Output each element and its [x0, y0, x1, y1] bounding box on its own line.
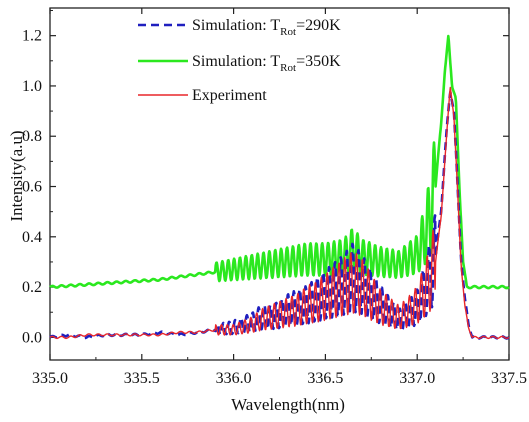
y-tick-label: 0.6 [22, 179, 42, 196]
legend-label-1: Simulation: TRot=350K [192, 53, 341, 74]
y-axis-label: Intensity(a.u) [7, 130, 26, 221]
legend-label-subscript: Rot [280, 62, 296, 74]
legend-label-suffix: =350K [296, 53, 341, 70]
y-tick-label: 1.2 [22, 28, 42, 45]
x-tick-label: 335.0 [32, 370, 68, 387]
x-tick-label: 337.0 [399, 370, 435, 387]
legend-label-0: Simulation: TRot=290K [192, 17, 341, 38]
legend-label-prefix: Simulation: T [192, 17, 280, 34]
y-tick-label: 0.2 [22, 279, 42, 296]
x-axis-label: Wavelength(nm) [231, 395, 345, 414]
y-tick-label: 0.0 [22, 329, 42, 346]
legend-label-prefix: Simulation: T [192, 53, 280, 70]
x-tick-label: 335.5 [124, 370, 160, 387]
x-tick-label: 337.5 [491, 370, 527, 387]
legend-label-suffix: =290K [296, 17, 341, 34]
x-tick-label: 336.5 [307, 370, 343, 387]
series-layer [49, 34, 510, 340]
legend-label-2: Experiment [192, 87, 267, 104]
y-tick-label: 0.8 [22, 128, 42, 145]
axes-layer: 335.0 335.5 336.0 336.5 337.0 337.5 0.0 0.2 0.4 0… [22, 7, 527, 387]
x-tick-label: 336.0 [216, 370, 252, 387]
series-line-2 [49, 86, 510, 340]
y-tick-label: 0.4 [22, 229, 42, 246]
legend-label-subscript: Rot [280, 26, 296, 38]
y-tick-label: 1.0 [22, 78, 42, 95]
series-line-1 [49, 34, 510, 290]
